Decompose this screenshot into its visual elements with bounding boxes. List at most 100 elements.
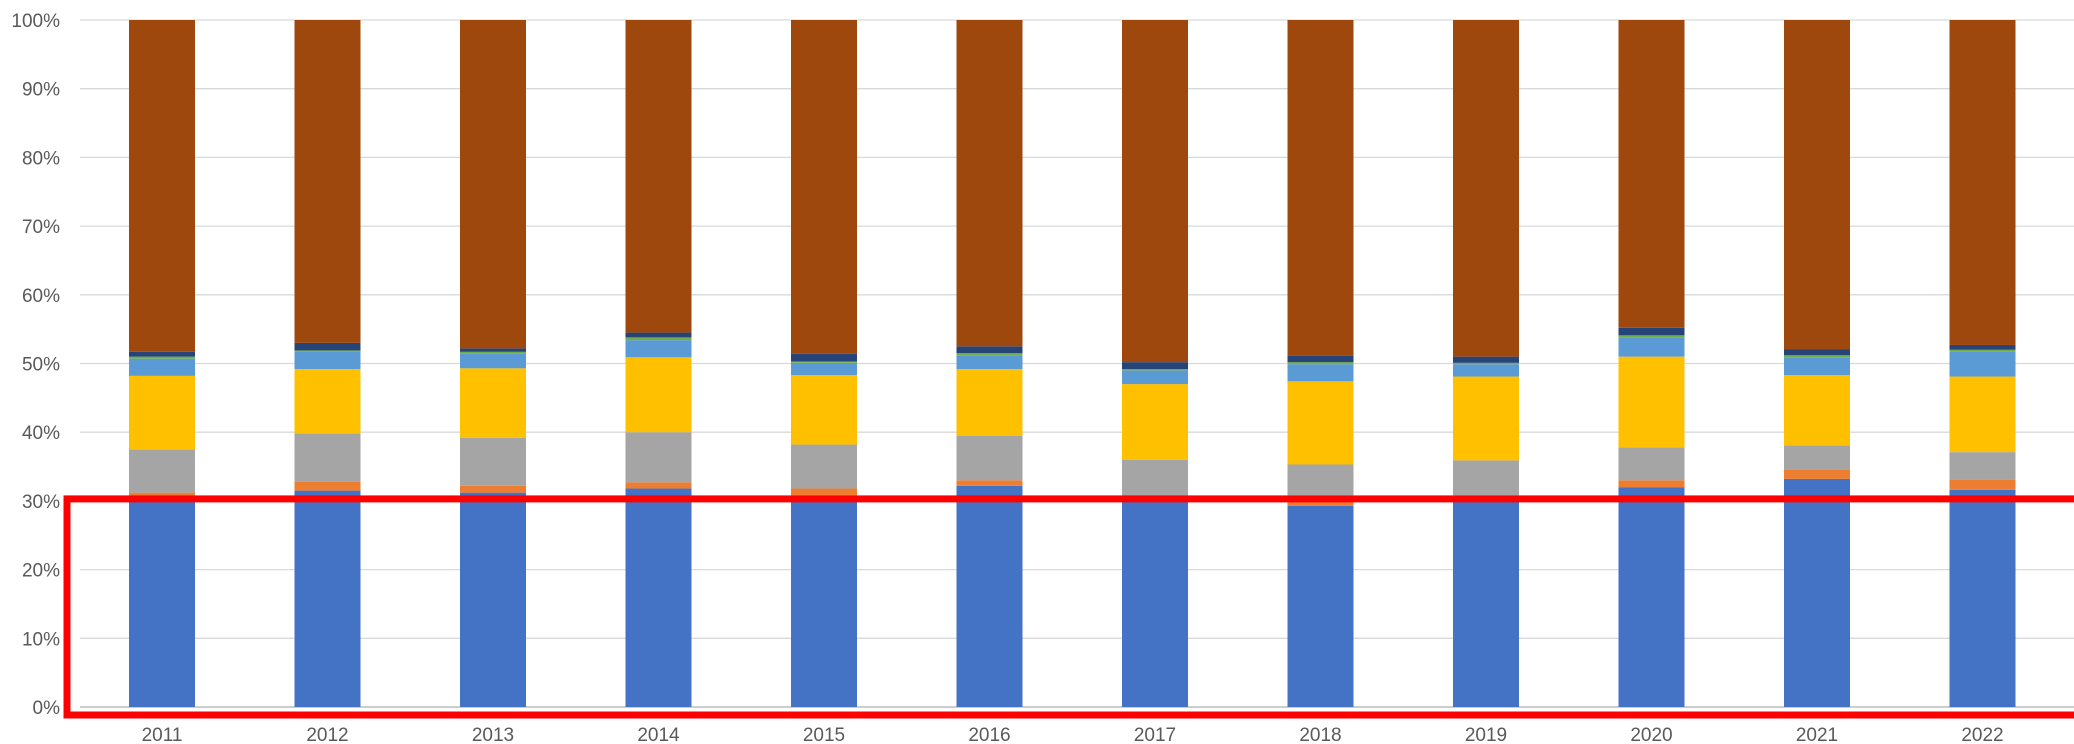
- bar-segment-2016-series-6: [956, 353, 1023, 356]
- bar-segment-2021-series-1: [1784, 478, 1850, 707]
- bar-segment-2012-series-6: [294, 350, 361, 352]
- bar-segment-2017-series-5: [1122, 370, 1188, 385]
- bar-segment-2015-series-1: [791, 495, 857, 707]
- x-tick-label: 2017: [1134, 725, 1176, 744]
- y-tick-label: 60%: [22, 286, 60, 307]
- bar-segment-2018-series-3: [1287, 464, 1354, 496]
- x-tick-label: 2019: [1465, 725, 1507, 744]
- bar-segment-2016-series-8: [956, 20, 1023, 347]
- bar-segment-2012-series-1: [294, 490, 361, 707]
- bar-segment-2019-series-6: [1453, 362, 1519, 365]
- bar-segment-2022-series-5: [1949, 351, 2016, 377]
- bar-segment-2019-series-8: [1453, 20, 1519, 357]
- bar-segment-2011-series-6: [129, 356, 195, 359]
- bar-segment-2022-series-4: [1949, 376, 2016, 453]
- y-tick-label: 50%: [22, 355, 60, 376]
- bar-segment-2022-series-8: [1949, 20, 2016, 345]
- bar-segment-2012-series-2: [294, 481, 361, 491]
- y-tick-label: 100%: [11, 11, 60, 32]
- bar-segment-2021-series-6: [1784, 355, 1850, 358]
- highlight-box: [63, 495, 2074, 719]
- bar-segment-2019-series-3: [1453, 460, 1519, 496]
- bar-segment-2014-series-6: [625, 337, 692, 341]
- bar-segment-2014-series-8: [625, 20, 692, 333]
- bar-segment-2018-series-7: [1287, 355, 1354, 363]
- bar-segment-2013-series-4: [460, 368, 526, 438]
- bar-segment-2016-series-1: [956, 485, 1023, 707]
- bar-segment-2020-series-4: [1618, 356, 1685, 448]
- bar-segment-2011-series-4: [129, 375, 195, 450]
- bar-segment-2021-series-5: [1784, 357, 1850, 376]
- bar-segment-2019-series-1: [1453, 500, 1519, 707]
- bar-segment-2016-series-3: [956, 435, 1023, 481]
- bar-segment-2018-series-4: [1287, 381, 1354, 465]
- bar-segment-2018-series-1: [1287, 505, 1354, 707]
- x-tick-label: 2012: [306, 725, 348, 744]
- bar-segment-2019-series-4: [1453, 376, 1519, 461]
- bar-segment-2011-series-3: [129, 449, 195, 493]
- bar-segment-2021-series-4: [1784, 375, 1850, 446]
- y-tick-label: 70%: [22, 217, 60, 238]
- bar-segment-2015-series-4: [791, 375, 857, 445]
- bar-segment-2014-series-7: [625, 332, 692, 338]
- bar-segment-2018-series-8: [1287, 20, 1354, 356]
- annotation-overlay: [63, 495, 2074, 719]
- bar-segment-2017-series-6: [1122, 368, 1188, 371]
- bar-segment-2016-series-7: [956, 346, 1023, 354]
- bar-segment-2015-series-7: [791, 353, 857, 362]
- x-tick-label: 2015: [803, 725, 845, 744]
- y-tick-label: 90%: [22, 80, 60, 101]
- bar-segment-2022-series-3: [1949, 452, 2016, 480]
- bar-segment-2019-series-5: [1453, 364, 1519, 377]
- bar-segment-2015-series-3: [791, 444, 857, 489]
- bar-segment-2016-series-2: [956, 480, 1023, 486]
- y-tick-label: 40%: [22, 423, 60, 444]
- bar-segment-2012-series-7: [294, 342, 361, 351]
- bar-segment-2021-series-7: [1784, 349, 1850, 356]
- bar-segment-2012-series-5: [294, 351, 361, 369]
- bar-segment-2017-series-3: [1122, 459, 1188, 499]
- x-axis-tick-labels: 2011 2012 2013 2014 2015 2016 2017 2018 2019 2020…: [142, 725, 2004, 744]
- bar-segment-2014-series-3: [625, 432, 692, 483]
- bar-segment-2012-series-3: [294, 433, 361, 482]
- bar-segment-2018-series-5: [1287, 364, 1354, 382]
- bar-segment-2020-series-2: [1618, 480, 1685, 488]
- bar-segment-2011-series-8: [129, 20, 195, 352]
- x-tick-label: 2016: [968, 725, 1010, 744]
- bar-segment-2013-series-1: [460, 492, 526, 707]
- bar-segment-2015-series-2: [791, 488, 857, 496]
- x-tick-label: 2018: [1299, 725, 1341, 744]
- bar-segment-2021-series-8: [1784, 20, 1850, 350]
- bar-segment-2013-series-6: [460, 351, 526, 354]
- y-tick-label: 10%: [22, 629, 60, 650]
- bar-segment-2011-series-7: [129, 351, 195, 357]
- bar-segment-2021-series-2: [1784, 469, 1850, 479]
- bar-segment-2020-series-6: [1618, 335, 1685, 338]
- bar-segment-2022-series-1: [1949, 489, 2016, 707]
- bar-segment-2019-series-7: [1453, 356, 1519, 363]
- bar-segment-2020-series-5: [1618, 337, 1685, 357]
- x-tick-label: 2013: [472, 725, 514, 744]
- bar-segment-2011-series-5: [129, 358, 195, 376]
- bar-segment-2013-series-5: [460, 353, 526, 369]
- bar-segment-2013-series-2: [460, 485, 526, 493]
- bar-segment-2012-series-4: [294, 368, 361, 434]
- y-tick-label: 80%: [22, 148, 60, 169]
- bar-segment-2014-series-4: [625, 357, 692, 433]
- bar-segment-2020-series-1: [1618, 487, 1685, 707]
- bar-segment-2022-series-6: [1949, 349, 2016, 352]
- bar-segment-2021-series-3: [1784, 445, 1850, 470]
- y-tick-label: 30%: [22, 492, 60, 513]
- x-tick-label: 2011: [142, 725, 183, 744]
- bar-segment-2022-series-2: [1949, 479, 2016, 490]
- bar-segment-2017-series-1: [1122, 500, 1188, 707]
- bar-segment-2017-series-7: [1122, 362, 1188, 369]
- y-tick-label: 0%: [33, 698, 61, 719]
- bar-segment-2015-series-8: [791, 20, 857, 354]
- bar-segment-2014-series-1: [625, 488, 692, 707]
- bar-segment-2020-series-8: [1618, 20, 1685, 328]
- bar-segment-2020-series-7: [1618, 327, 1685, 336]
- bar-segment-2016-series-5: [956, 355, 1023, 369]
- bar-segment-2013-series-7: [460, 348, 526, 352]
- x-tick-label: 2014: [637, 725, 680, 744]
